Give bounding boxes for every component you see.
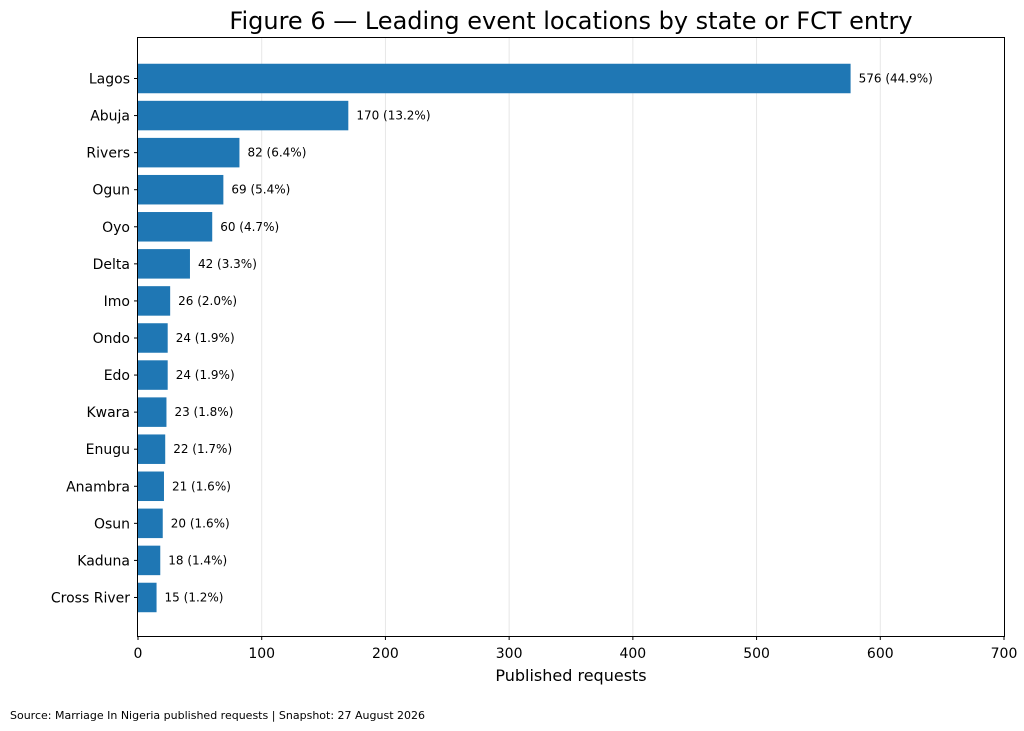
x-tick-label: 600 [867, 646, 894, 662]
y-tick-label: Lagos [89, 72, 130, 88]
source-note: Source: Marriage In Nigeria published re… [10, 709, 425, 722]
y-tick-label: Cross River [51, 590, 130, 606]
y-tick-label: Abuja [90, 109, 130, 125]
data-label: 576 (44.9%) [859, 72, 933, 86]
data-label: 22 (1.7%) [173, 442, 232, 456]
y-tick-label: Delta [93, 257, 130, 273]
x-tick-label: 400 [619, 646, 646, 662]
data-label: 20 (1.6%) [171, 516, 230, 530]
plot-frame [137, 37, 1005, 637]
bar [138, 545, 161, 576]
data-label: 18 (1.4%) [168, 553, 227, 567]
x-tick-label: 100 [248, 646, 275, 662]
bar [138, 63, 851, 94]
x-tick-label: 0 [134, 646, 143, 662]
bar [138, 212, 213, 242]
y-tick-label: Anambra [66, 479, 130, 495]
y-tick-label: Imo [104, 294, 130, 310]
bar [138, 100, 349, 131]
data-label: 69 (5.4%) [231, 183, 290, 197]
bar [138, 137, 240, 168]
x-tick-label: 500 [743, 646, 770, 662]
data-label: 42 (3.3%) [198, 257, 257, 271]
y-tick-label: Rivers [86, 146, 130, 162]
data-label: 60 (4.7%) [220, 220, 279, 234]
data-label: 21 (1.6%) [172, 479, 231, 493]
x-tick-label: 300 [496, 646, 523, 662]
y-tick-label: Ogun [92, 183, 130, 199]
y-tick-label: Kaduna [77, 553, 130, 569]
x-axis-title: Published requests [495, 666, 646, 685]
bar [138, 323, 168, 353]
bar [138, 360, 168, 390]
bar [138, 471, 164, 502]
y-tick-label: Oyo [102, 220, 130, 236]
bar [138, 434, 166, 464]
y-axis: Lagos Abuja Rivers Ogun Oyo Delta Imo Ondo Edo Kw… [51, 72, 138, 606]
x-tick-label: 700 [991, 646, 1018, 662]
bar [138, 508, 163, 539]
data-label: 23 (1.8%) [174, 405, 233, 419]
y-tick-label: Ondo [93, 331, 130, 347]
x-axis: 0 100 200 300 400 500 600 700 [134, 636, 1018, 662]
bar [138, 286, 171, 316]
chart-title: Figure 6 — Leading event locations by st… [229, 7, 912, 35]
gridlines [261, 37, 881, 636]
x-tick-label: 200 [372, 646, 399, 662]
y-tick-label: Enugu [86, 442, 130, 458]
data-label: 15 (1.2%) [165, 590, 224, 604]
data-label: 82 (6.4%) [247, 146, 306, 160]
bar [138, 174, 224, 205]
bar [138, 249, 190, 279]
bar [138, 582, 157, 613]
data-label: 24 (1.9%) [176, 331, 235, 345]
bar [138, 397, 167, 427]
bars: 576 (44.9%) 170 (13.2%) 82 (6.4%) 69 (5.4%)… [138, 63, 933, 613]
data-label: 170 (13.2%) [356, 109, 430, 123]
y-tick-label: Osun [94, 516, 130, 532]
data-label: 24 (1.9%) [176, 368, 235, 382]
y-tick-label: Edo [104, 368, 130, 384]
data-label: 26 (2.0%) [178, 294, 237, 308]
y-tick-label: Kwara [86, 405, 130, 421]
